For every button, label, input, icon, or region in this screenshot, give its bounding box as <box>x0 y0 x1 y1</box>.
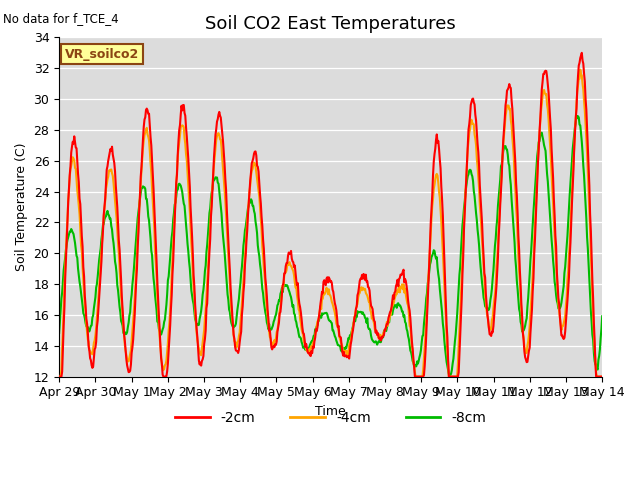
-2cm <box>176 122 184 128</box>
-2cm <box>598 374 606 380</box>
Title: Soil CO2 East Temperatures: Soil CO2 East Temperatures <box>205 15 456 33</box>
-2cm <box>121 338 129 344</box>
-2cm <box>397 272 404 277</box>
-8cm <box>573 113 580 119</box>
-4cm <box>55 374 63 380</box>
-8cm <box>176 181 184 187</box>
-8cm <box>55 330 63 336</box>
Text: VR_soilco2: VR_soilco2 <box>65 48 139 60</box>
-2cm <box>205 263 212 269</box>
-4cm <box>577 67 584 72</box>
-2cm <box>55 374 63 380</box>
-4cm <box>397 284 404 290</box>
Line: -4cm: -4cm <box>59 70 602 377</box>
-8cm <box>447 372 454 378</box>
-2cm <box>65 185 73 191</box>
-8cm <box>598 313 606 319</box>
Line: -2cm: -2cm <box>59 53 602 377</box>
-8cm <box>205 221 212 227</box>
-8cm <box>413 363 420 369</box>
X-axis label: Time: Time <box>316 405 346 418</box>
Text: No data for f_TCE_4: No data for f_TCE_4 <box>3 12 119 25</box>
Y-axis label: Soil Temperature (C): Soil Temperature (C) <box>15 143 28 271</box>
Legend: -2cm, -4cm, -8cm: -2cm, -4cm, -8cm <box>170 406 492 431</box>
-2cm <box>578 50 586 56</box>
-4cm <box>121 343 129 348</box>
-4cm <box>598 374 606 380</box>
Line: -8cm: -8cm <box>59 116 602 375</box>
-4cm <box>205 252 212 258</box>
-8cm <box>65 231 73 237</box>
-4cm <box>413 374 420 380</box>
-8cm <box>397 303 404 309</box>
-8cm <box>121 329 129 335</box>
-4cm <box>65 188 73 193</box>
-2cm <box>413 374 420 380</box>
-4cm <box>176 132 184 138</box>
